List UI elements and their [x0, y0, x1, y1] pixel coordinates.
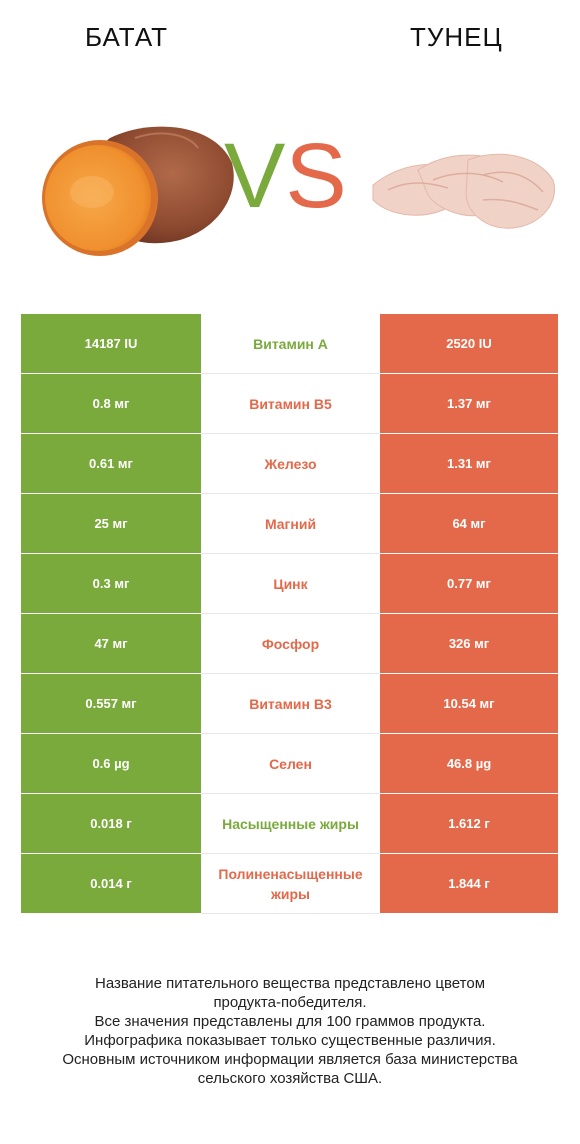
- left-value: 25 мг: [21, 493, 201, 554]
- footer-line: продукта-победителя.: [213, 994, 367, 1011]
- left-value: 0.014 г: [21, 853, 201, 914]
- right-value: 2520 IU: [380, 314, 558, 374]
- left-food-title: БАТАТ: [85, 22, 169, 52]
- table-row: 0.8 мг Витамин B5 1.37 мг: [21, 373, 558, 434]
- left-value: 0.8 мг: [21, 373, 201, 434]
- nutrient-name: Насыщенные жиры: [201, 793, 380, 854]
- table-row: 0.61 мг Железо 1.31 мг: [21, 433, 558, 494]
- right-value: 46.8 µg: [380, 733, 558, 794]
- right-value: 1.37 мг: [380, 373, 558, 434]
- nutrient-name: Витамин A: [201, 314, 380, 374]
- left-value: 0.018 г: [21, 793, 201, 854]
- vs-label: VS: [224, 130, 347, 222]
- tuna-image: [372, 153, 555, 229]
- nutrient-name: Магний: [201, 493, 380, 554]
- right-value: 1.844 г: [380, 853, 558, 914]
- table-row: 0.557 мг Витамин B3 10.54 мг: [21, 673, 558, 734]
- footer-line: Основным источником информации является …: [62, 1051, 518, 1068]
- table-row: 25 мг Магний 64 мг: [21, 493, 558, 554]
- nutrient-name: Полиненасыщенные жиры: [201, 853, 380, 914]
- right-value: 10.54 мг: [380, 673, 558, 734]
- footer-line: Инфографика показывает только существенн…: [84, 1032, 496, 1049]
- nutrient-name: Железо: [201, 433, 380, 494]
- right-food-title: ТУНЕЦ: [410, 22, 503, 52]
- nutrient-name: Фосфор: [201, 613, 380, 674]
- right-value: 326 мг: [380, 613, 558, 674]
- table-row: 47 мг Фосфор 326 мг: [21, 613, 558, 674]
- right-value: 64 мг: [380, 493, 558, 554]
- vs-v-letter: V: [224, 125, 286, 227]
- footer-line: Все значения представлены для 100 граммо…: [94, 1013, 486, 1030]
- left-value: 14187 IU: [21, 314, 201, 374]
- left-value: 0.3 мг: [21, 553, 201, 614]
- table-row: 0.6 µg Селен 46.8 µg: [21, 733, 558, 794]
- vs-s-letter: S: [285, 125, 347, 227]
- left-value: 0.6 µg: [21, 733, 201, 794]
- comparison-table: 14187 IU Витамин A 2520 IU 0.8 мг Витамин B5…: [21, 314, 558, 914]
- right-value: 0.77 мг: [380, 553, 558, 614]
- footer-notes: Название питательного вещества представл…: [20, 974, 560, 1088]
- left-value: 0.557 мг: [21, 673, 201, 734]
- right-value: 1.612 г: [380, 793, 558, 854]
- footer-line: Название питательного вещества представл…: [94, 975, 486, 992]
- nutrient-name: Витамин B5: [201, 373, 380, 434]
- table-row: 14187 IU Витамин A 2520 IU: [21, 314, 558, 374]
- nutrient-name: Витамин B3: [201, 673, 380, 734]
- nutrient-name: Цинк: [201, 553, 380, 614]
- left-value: 0.61 мг: [21, 433, 201, 494]
- left-value: 47 мг: [21, 613, 201, 674]
- table-row: 0.018 г Насыщенные жиры 1.612 г: [21, 793, 558, 854]
- table-row: 0.3 мг Цинк 0.77 мг: [21, 553, 558, 614]
- nutrient-name: Селен: [201, 733, 380, 794]
- table-row: 0.014 г Полиненасыщенные жиры 1.844 г: [21, 853, 558, 914]
- right-value: 1.31 мг: [380, 433, 558, 494]
- footer-line: сельского хозяйства США.: [197, 1070, 383, 1087]
- sweet-potato-image: [42, 126, 234, 256]
